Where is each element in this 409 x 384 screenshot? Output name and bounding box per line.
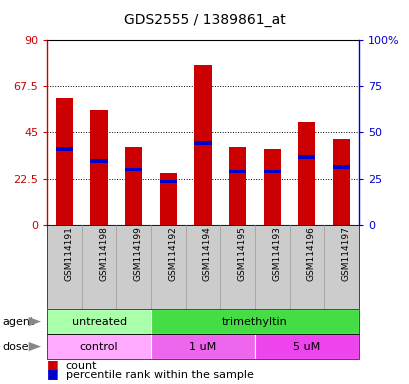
Bar bbox=[332, 166, 349, 169]
Bar bbox=[332, 139, 349, 225]
Bar bbox=[90, 159, 108, 163]
Bar bbox=[297, 122, 315, 225]
Text: trimethyltin: trimethyltin bbox=[221, 316, 287, 327]
Text: GDS2555 / 1389861_at: GDS2555 / 1389861_at bbox=[124, 13, 285, 27]
Text: GSM114196: GSM114196 bbox=[306, 227, 315, 281]
Bar bbox=[228, 147, 246, 225]
Bar bbox=[263, 170, 280, 173]
Text: GSM114193: GSM114193 bbox=[272, 227, 281, 281]
Text: GSM114191: GSM114191 bbox=[64, 227, 73, 281]
Text: GSM114192: GSM114192 bbox=[168, 227, 177, 281]
Text: GSM114199: GSM114199 bbox=[133, 227, 142, 281]
Text: agent: agent bbox=[2, 316, 34, 327]
Bar bbox=[263, 149, 280, 225]
Text: dose: dose bbox=[2, 341, 29, 352]
Text: 1 uM: 1 uM bbox=[189, 341, 216, 352]
Bar bbox=[56, 98, 73, 225]
Bar bbox=[159, 174, 177, 225]
Bar bbox=[159, 180, 177, 184]
Text: ■: ■ bbox=[47, 367, 59, 380]
Bar bbox=[228, 170, 246, 173]
Text: GSM114198: GSM114198 bbox=[99, 227, 108, 281]
Text: count: count bbox=[65, 361, 97, 371]
Text: GSM114194: GSM114194 bbox=[202, 227, 211, 281]
Text: ■: ■ bbox=[47, 358, 59, 371]
Text: 5 uM: 5 uM bbox=[292, 341, 320, 352]
Bar bbox=[90, 110, 108, 225]
Bar bbox=[125, 147, 142, 225]
Text: GSM114197: GSM114197 bbox=[341, 227, 350, 281]
Bar bbox=[194, 65, 211, 225]
Text: percentile rank within the sample: percentile rank within the sample bbox=[65, 370, 253, 380]
Bar bbox=[297, 155, 315, 159]
Text: control: control bbox=[80, 341, 118, 352]
Bar bbox=[56, 147, 73, 151]
Bar bbox=[125, 167, 142, 171]
Bar bbox=[194, 141, 211, 144]
Text: untreated: untreated bbox=[71, 316, 126, 327]
Text: GSM114195: GSM114195 bbox=[237, 227, 246, 281]
